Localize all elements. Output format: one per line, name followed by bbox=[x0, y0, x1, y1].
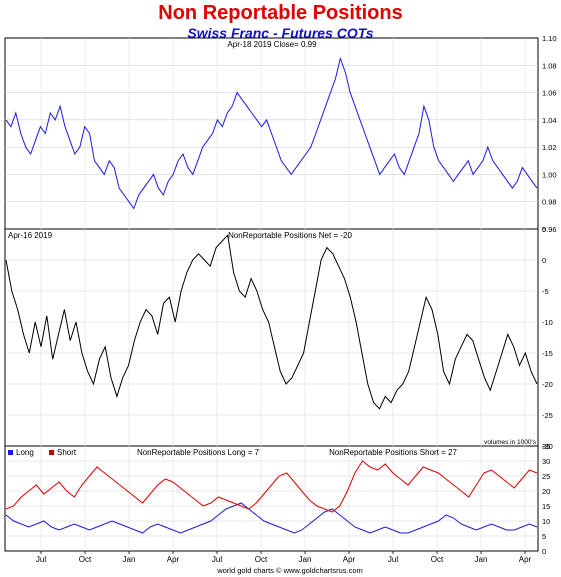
volumes-note: volumes in 1000's bbox=[484, 439, 537, 446]
longshort-y-tick-label: 15 bbox=[542, 502, 550, 511]
legend-long-label: Long bbox=[16, 448, 34, 457]
net-y-tick-label: -25 bbox=[542, 411, 553, 420]
longshort-y-tick-label: 35 bbox=[542, 442, 550, 451]
x-tick-label: Apr bbox=[519, 555, 532, 564]
longshort-panel-frame bbox=[4, 445, 539, 552]
price-y-tick-label: 1.08 bbox=[542, 61, 557, 70]
x-tick-label: Jan bbox=[299, 555, 312, 564]
x-tick-label: Apr bbox=[167, 555, 180, 564]
long-annotation: NonReportable Positions Long = 7 bbox=[137, 448, 260, 457]
x-tick-label: Oct bbox=[79, 555, 92, 564]
longshort-y-tick-label: 0 bbox=[542, 547, 546, 556]
chart-title: Non Reportable Positions bbox=[158, 2, 403, 24]
longshort-y-tick-label: 10 bbox=[542, 517, 550, 526]
longshort-y-tick-label: 20 bbox=[542, 487, 550, 496]
longshort-series-long bbox=[5, 502, 538, 534]
longshort-series-short bbox=[5, 460, 538, 513]
x-tick-label: Jul bbox=[36, 555, 46, 564]
x-tick-label: Apr bbox=[343, 555, 356, 564]
net-series-net bbox=[5, 234, 538, 410]
price-y-tick-label: 1.00 bbox=[542, 170, 557, 179]
price-y-tick-label: 1.04 bbox=[542, 116, 557, 125]
net-y-tick-label: -10 bbox=[542, 318, 553, 327]
short-annotation: NonReportable Positions Short = 27 bbox=[329, 448, 457, 457]
net-date-annotation: Apr-16 2019 bbox=[8, 231, 53, 240]
net-annotation: NonReportable Positions Net = -20 bbox=[228, 231, 352, 240]
series-lines bbox=[5, 56, 538, 534]
legend-short-swatch bbox=[49, 450, 54, 455]
grid-lines bbox=[5, 38, 538, 551]
price-y-tick-label: 0.98 bbox=[542, 198, 557, 207]
chart-subtitle: Swiss Franc - Futures COTs bbox=[187, 25, 374, 41]
longshort-y-tick-label: 5 bbox=[542, 532, 546, 541]
price-y-tick-label: 1.02 bbox=[542, 143, 557, 152]
net-y-tick-label: -20 bbox=[542, 380, 553, 389]
x-axis-labels: Jul Oct Jan Apr Jul Oct Jan Apr Jul Oct Jan Apr bbox=[36, 551, 532, 564]
net-y-tick-label: 5 bbox=[542, 225, 546, 234]
net-y-tick-label: -30 bbox=[542, 442, 553, 451]
x-tick-label: Jan bbox=[475, 555, 488, 564]
y-axis-labels: 1.101.081.061.041.021.000.980.9650-5-10-… bbox=[542, 34, 557, 556]
price-y-tick-label: 1.10 bbox=[542, 34, 557, 43]
legend-short-label: Short bbox=[57, 448, 77, 457]
legend-long-swatch bbox=[8, 450, 13, 455]
price-y-tick-label: 0.96 bbox=[542, 225, 557, 234]
x-tick-label: Oct bbox=[255, 555, 268, 564]
footer-credit: world gold charts © www.goldchartsrus.co… bbox=[216, 566, 363, 575]
net-y-tick-label: -5 bbox=[542, 287, 549, 296]
net-y-tick-label: 0 bbox=[542, 256, 546, 265]
longshort-y-tick-label: 25 bbox=[542, 472, 550, 481]
x-tick-label: Oct bbox=[431, 555, 444, 564]
price-y-tick-label: 1.06 bbox=[542, 89, 557, 98]
x-tick-label: Jul bbox=[388, 555, 398, 564]
price-series-price bbox=[5, 56, 538, 210]
price-annotation: Apr-18 2019 Close= 0.99 bbox=[227, 40, 317, 49]
x-tick-label: Jul bbox=[212, 555, 222, 564]
net-y-tick-label: -15 bbox=[542, 349, 553, 358]
longshort-y-tick-label: 30 bbox=[542, 457, 550, 466]
x-tick-label: Jan bbox=[123, 555, 136, 564]
